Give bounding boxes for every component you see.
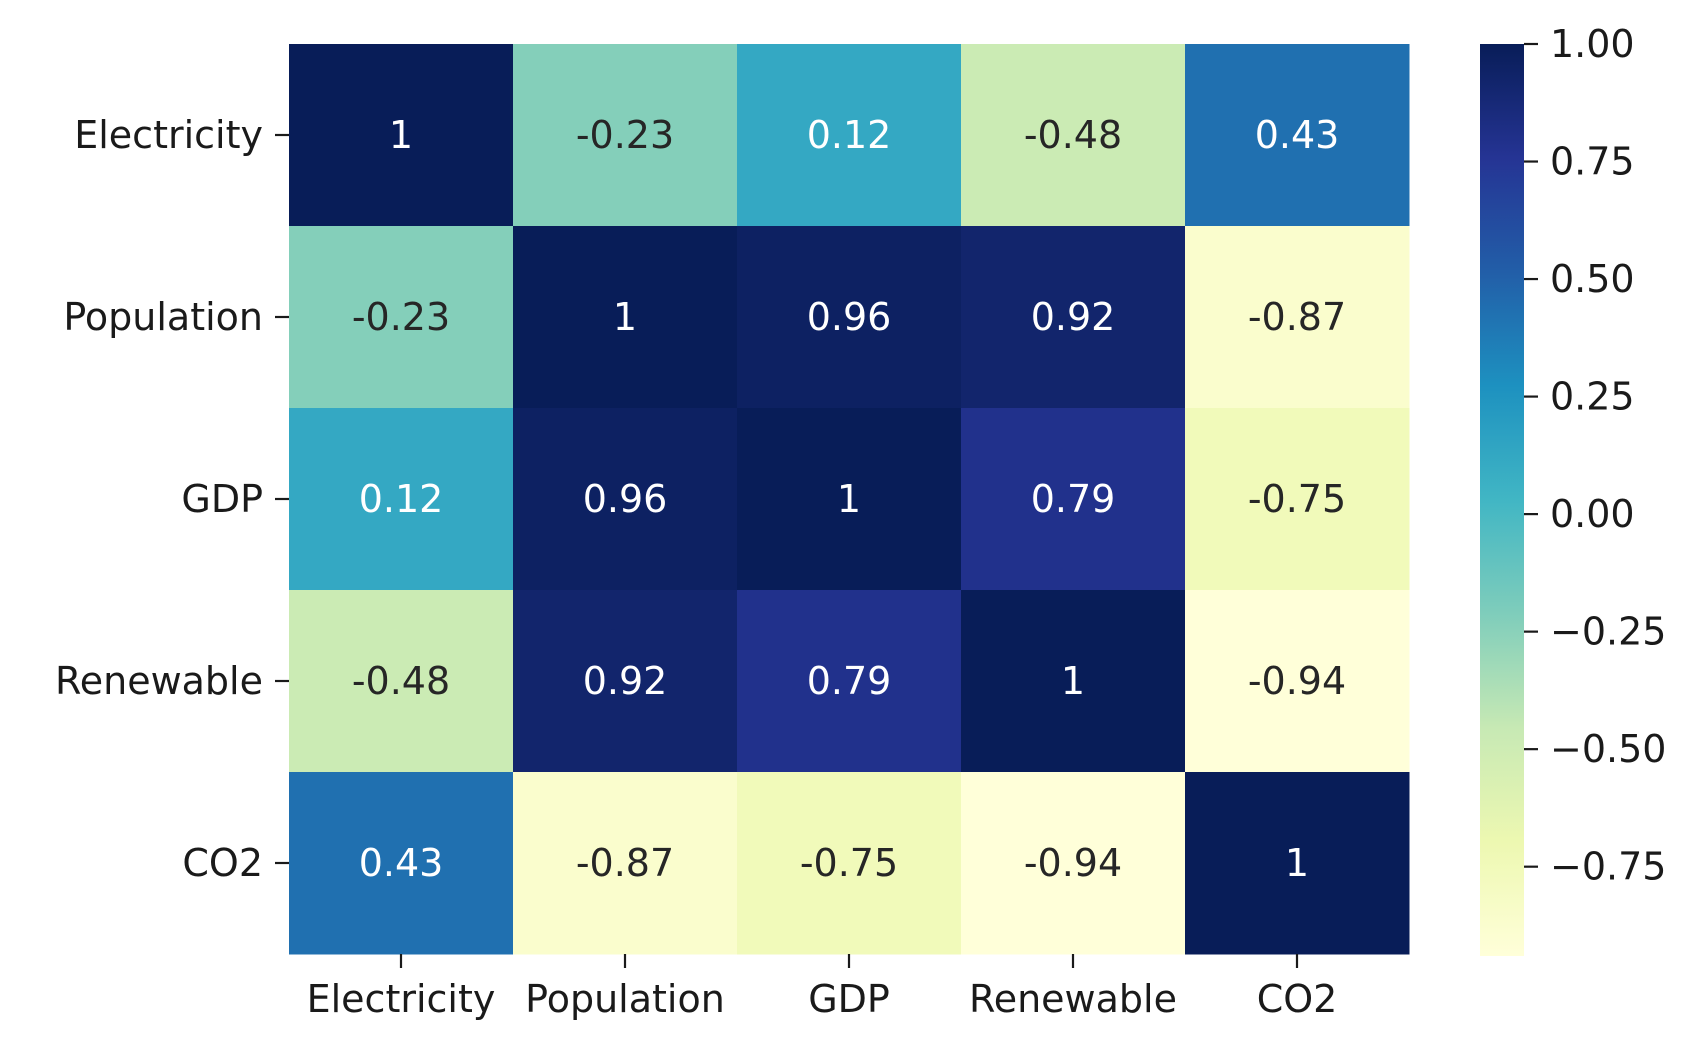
cell-value-label: 0.12 xyxy=(359,477,444,521)
heatmap-cells xyxy=(289,44,1410,955)
heatmap-cell xyxy=(1185,590,1410,773)
cell-value-label: 0.79 xyxy=(1031,477,1116,521)
heatmap-cell xyxy=(737,44,962,227)
cell-value-label: 0.96 xyxy=(583,477,668,521)
heatmap-cell xyxy=(1185,44,1410,227)
cell-value-label: 0.12 xyxy=(807,113,892,157)
cell-value-label: 1 xyxy=(389,113,413,157)
cell-value-label: -0.23 xyxy=(352,295,450,339)
y-tick-label: Renewable xyxy=(55,659,263,703)
heatmap-cell xyxy=(513,408,738,591)
cell-value-label: -0.87 xyxy=(1248,295,1346,339)
heatmap-cell xyxy=(513,772,738,955)
colorbar: 1.00 0.75 0.50 0.25 0.00 −0.25 −0.50 −0.75 xyxy=(1480,22,1666,956)
y-tick-label: CO2 xyxy=(182,841,263,885)
colorbar-tick-label: 0.50 xyxy=(1550,257,1635,301)
x-axis: Electricity Population GDP Renewable CO2 xyxy=(307,954,1338,1021)
cell-value-label: -0.75 xyxy=(1248,477,1346,521)
cell-value-label: -0.94 xyxy=(1024,841,1122,885)
heatmap-cell xyxy=(289,44,514,227)
colorbar-gradient xyxy=(1480,44,1524,956)
cell-value-label: 1 xyxy=(613,295,637,339)
x-tick-label: Population xyxy=(525,977,725,1021)
cell-value-label: -0.48 xyxy=(352,659,450,703)
heatmap-cell xyxy=(961,772,1186,955)
colorbar-tick-label: −0.50 xyxy=(1550,727,1666,771)
cell-value-label: 1 xyxy=(1061,659,1085,703)
heatmap-cell xyxy=(737,226,962,409)
colorbar-tick-label: −0.25 xyxy=(1550,610,1666,654)
heatmap-cell xyxy=(1185,408,1410,591)
heatmap-cell xyxy=(289,408,514,591)
heatmap-cell xyxy=(737,408,962,591)
heatmap-cell xyxy=(737,772,962,955)
y-tick-label: GDP xyxy=(181,477,263,521)
heatmap-cell xyxy=(961,590,1186,773)
heatmap-cell xyxy=(289,772,514,955)
cell-value-label: 1 xyxy=(837,477,861,521)
cell-value-label: 1 xyxy=(1285,841,1309,885)
heatmap-cell xyxy=(513,590,738,773)
colorbar-tick-label: 0.25 xyxy=(1550,375,1635,419)
colorbar-tick-label: −0.75 xyxy=(1550,845,1666,889)
colorbar-tick-label: 0.00 xyxy=(1550,492,1635,536)
colorbar-tick-label: 0.75 xyxy=(1550,140,1635,184)
colorbar-tick-label: 1.00 xyxy=(1550,22,1635,66)
cell-value-label: 0.92 xyxy=(1031,295,1116,339)
cell-value-label: -0.87 xyxy=(576,841,674,885)
cell-value-label: -0.75 xyxy=(800,841,898,885)
x-tick-label: Renewable xyxy=(969,977,1177,1021)
heatmap-value-labels: 1 -0.23 0.12 -0.48 0.43 -0.23 1 0.96 0.92 -0.87 0.… xyxy=(352,113,1346,885)
heatmap-cell xyxy=(289,226,514,409)
heatmap-cell xyxy=(737,590,962,773)
cell-value-label: -0.48 xyxy=(1024,113,1122,157)
heatmap-cell xyxy=(1185,226,1410,409)
x-tick-label: Electricity xyxy=(307,977,496,1021)
heatmap-cell xyxy=(513,226,738,409)
y-tick-label: Population xyxy=(63,295,263,339)
cell-value-label: 0.43 xyxy=(1255,113,1340,157)
y-axis: Electricity Population GDP Renewable CO2 xyxy=(55,113,289,885)
x-tick-label: CO2 xyxy=(1257,977,1338,1021)
heatmap-cell xyxy=(513,44,738,227)
heatmap-cell xyxy=(1185,772,1410,955)
heatmap-cell xyxy=(961,408,1186,591)
x-tick-label: GDP xyxy=(808,977,890,1021)
cell-value-label: 0.92 xyxy=(583,659,668,703)
y-tick-label: Electricity xyxy=(74,113,263,157)
cell-value-label: 0.43 xyxy=(359,841,444,885)
cell-value-label: -0.94 xyxy=(1248,659,1346,703)
heatmap-cell xyxy=(961,226,1186,409)
cell-value-label: 0.79 xyxy=(807,659,892,703)
heatmap-cell xyxy=(961,44,1186,227)
cell-value-label: -0.23 xyxy=(576,113,674,157)
heatmap-cell xyxy=(289,590,514,773)
cell-value-label: 0.96 xyxy=(807,295,892,339)
